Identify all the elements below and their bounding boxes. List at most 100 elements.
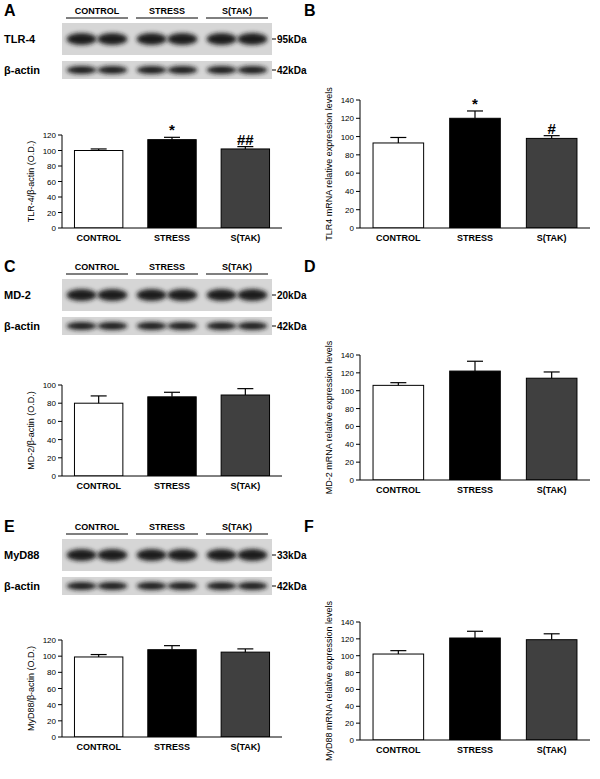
y-axis [360,355,361,480]
error-stem [551,634,552,640]
labels: CONTROLSTRESSS(TAK) [376,745,566,755]
kda-tick [272,555,276,556]
y-tick [356,372,360,373]
blot-protein-label: β-actin [4,64,40,76]
y-tick-label: 40 [345,702,354,711]
kda-label: 33kDa [277,550,307,561]
blot-group-line [136,274,198,275]
bar [148,140,196,228]
y-tick-label: 120 [341,369,355,378]
blot-band [137,582,167,590]
y-tick [356,689,360,690]
category-label: CONTROL [376,485,421,495]
y-tick-label: 40 [47,436,56,445]
y-tick [356,706,360,707]
bar [221,652,269,737]
panel-label: B [304,2,316,19]
panel: DCONTROLSTRESSS(TAK)020406080100120140MD… [304,258,590,495]
category-label: STRESS [457,233,493,243]
blot-band [67,549,97,561]
y-tick-label: 60 [47,417,56,426]
blot-band [167,66,197,74]
y-tick-label: 0 [350,476,355,485]
y-tick [356,655,360,656]
error-bar [164,392,180,397]
x-axis [62,228,282,229]
bar [450,638,501,740]
y-tick [356,191,360,192]
bar [526,138,577,228]
blot-band [207,582,237,590]
y-tick [58,385,62,386]
significance: * [169,121,175,138]
y-axis-label: MyD88 mRNA relative expression levels [324,600,334,761]
y-tick-label: 80 [345,669,354,678]
y-tick [58,656,62,657]
error-stem [474,631,475,638]
y-tick [356,154,360,155]
blot-band [237,289,267,301]
category-label: CONTROL [76,742,121,752]
y-tick-label: 20 [345,206,354,215]
blot-band [97,322,127,330]
y-tick-label: 0 [52,472,57,481]
blot-group-label: STRESS [149,522,185,532]
y-tick-label: 140 [341,96,355,105]
y-tick [58,704,62,705]
y-tick-label: 40 [47,193,56,202]
y-tick [58,421,62,422]
significance: * [472,95,478,112]
kda-label: 20kDa [277,290,307,301]
error-bar [544,372,560,378]
error-bar [237,649,253,652]
bar [148,650,196,737]
error-bar [91,396,107,403]
blot-band [137,33,167,45]
bars [373,361,577,480]
y-tick [58,166,62,167]
y-tick-label: 140 [341,351,355,360]
y-tick-label: 20 [345,719,354,728]
blot-band [237,582,267,590]
error-stem [474,111,475,118]
y-tick [58,688,62,689]
y-tick [356,390,360,391]
blot-band [97,549,127,561]
category-label: CONTROL [76,481,121,491]
y-tick [58,476,62,477]
blot-band [67,289,97,301]
category-label: CONTROL [76,233,121,243]
y-tick [58,228,62,229]
y-tick [356,136,360,137]
y-axis-label: TLR4 mRNA relative expression levels [324,87,334,241]
error-bar [164,646,180,650]
blot-group-line [136,18,198,19]
kda-tick [272,70,276,71]
error-bar [237,389,253,395]
blot-band [137,289,167,301]
y-tick-label: 60 [47,178,56,187]
blot-group-label: CONTROL [75,6,120,16]
y-tick [356,723,360,724]
category-label: STRESS [457,485,493,495]
y-tick-label: 120 [43,131,57,140]
error-bar [91,149,107,151]
category-label: S(TAK) [537,233,567,243]
y-tick [356,622,360,623]
blot-band [67,322,97,330]
y-axis [62,385,63,476]
bar [221,149,269,228]
kda-label: 95kDa [277,34,307,45]
y-tick [58,640,62,641]
panel: BCONTROLSTRESS*S(TAK)#020406080100120140… [304,2,590,243]
y-tick-label: 20 [345,458,354,467]
y-tick [356,426,360,427]
blot-group-line [206,274,268,275]
y-tick [356,355,360,356]
blot-band [207,66,237,74]
y-tick-label: 0 [350,736,355,745]
blot-band [167,289,197,301]
blot-band [167,33,197,45]
bars [74,646,269,737]
y-tick-label: 100 [43,147,57,156]
